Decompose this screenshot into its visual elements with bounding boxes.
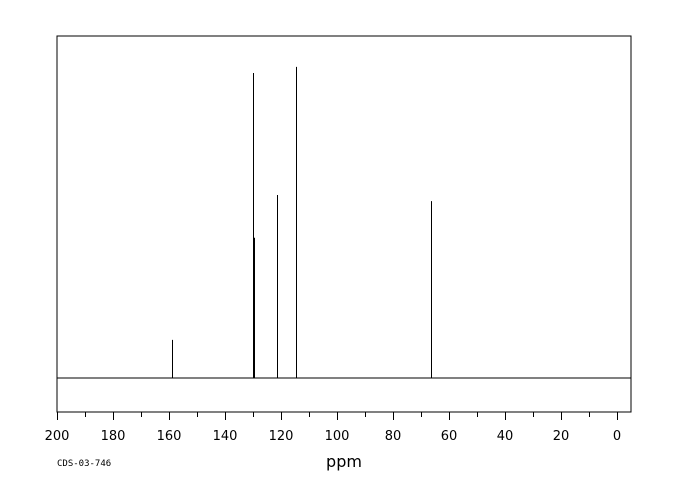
sample-code: CDS-03-746 (57, 459, 111, 469)
x-tick-label-40: 40 (497, 429, 514, 444)
x-tick-label-160: 160 (157, 429, 182, 444)
x-tick-label-100: 100 (325, 429, 350, 444)
x-tick-label-120: 120 (269, 429, 294, 444)
plot-frame (56, 35, 632, 413)
x-tick-label-200: 200 (45, 429, 70, 444)
x-tick-label-180: 180 (101, 429, 126, 444)
x-tick-label-140: 140 (213, 429, 238, 444)
x-tick-label-80: 80 (385, 429, 402, 444)
x-tick-label-20: 20 (553, 429, 570, 444)
x-axis-title: ppm (326, 452, 362, 471)
peaks-group (172, 66, 432, 378)
x-tick-label-60: 60 (441, 429, 458, 444)
x-tick-label-0: 0 (613, 429, 621, 444)
x-axis-ticks: 200 180 160 140 120 100 80 60 40 20 0 (45, 412, 621, 444)
